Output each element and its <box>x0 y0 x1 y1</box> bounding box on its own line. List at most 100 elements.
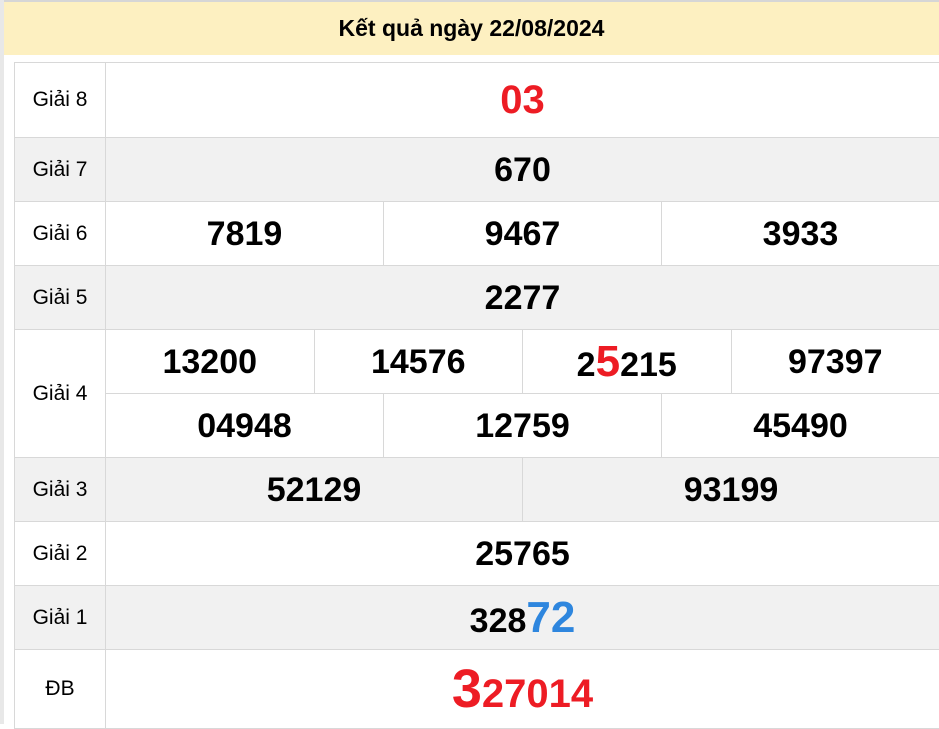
prize-digit-segment: 2 <box>577 346 596 384</box>
prize-cell: 25215 <box>522 330 731 393</box>
prize-row-giai-8: Giải 8 03 <box>15 63 939 138</box>
prize-cell: 3933 <box>661 202 939 265</box>
prize-line: 04948 12759 45490 <box>106 393 939 457</box>
prize-number: 9467 <box>485 217 561 251</box>
prize-number: 32872 <box>470 596 576 640</box>
prize-label-giai-2: Giải 2 <box>15 522 106 585</box>
prize-digit-segment: 14576 <box>371 343 466 381</box>
prize-digit-segment: 328 <box>470 602 527 640</box>
prize-line: 32872 <box>106 586 939 649</box>
prize-digit-segment: 215 <box>620 346 677 384</box>
prize-cell: 12759 <box>383 394 661 457</box>
prize-number: 3933 <box>763 217 839 251</box>
prize-digit-segment: 2277 <box>485 279 561 317</box>
prize-row-giai-3: Giải 3 52129 93199 <box>15 458 939 522</box>
prize-digit-segment: 9467 <box>485 215 561 253</box>
prize-digit-segment: 04948 <box>197 407 292 445</box>
prize-row-giai-1: Giải 1 32872 <box>15 586 939 650</box>
prize-cell: 03 <box>106 63 939 137</box>
prize-row-giai-2: Giải 2 25765 <box>15 522 939 586</box>
prize-number: 97397 <box>788 345 883 379</box>
prize-line: 52129 93199 <box>106 458 939 521</box>
prize-number: 25765 <box>475 537 570 571</box>
prize-label-giai-3: Giải 3 <box>15 458 106 521</box>
prize-line: 327014 <box>106 650 939 728</box>
prize-cell: 04948 <box>106 394 383 457</box>
prize-row-giai-4: Giải 4 13200 14576 25215 97397 04948 12759 4549… <box>15 330 939 458</box>
prize-number: 25215 <box>577 340 677 384</box>
prize-digit-segment: 25765 <box>475 535 570 573</box>
prize-digit-segment: 97397 <box>788 343 883 381</box>
prize-digit-segment: 5 <box>596 337 620 386</box>
prize-values-giai-db: 327014 <box>106 650 939 728</box>
prize-label-giai-8: Giải 8 <box>15 63 106 137</box>
page-left-margin-strip <box>0 0 4 724</box>
prize-cell: 45490 <box>661 394 939 457</box>
prize-values-giai-5: 2277 <box>106 266 939 329</box>
prize-values-giai-8: 03 <box>106 63 939 137</box>
prize-digit-segment: 45490 <box>753 407 848 445</box>
prize-number: 670 <box>494 153 551 187</box>
prize-label-giai-6: Giải 6 <box>15 202 106 265</box>
prize-number: 04948 <box>197 409 292 443</box>
prize-values-giai-2: 25765 <box>106 522 939 585</box>
prize-cell: 97397 <box>731 330 939 393</box>
prize-line: 2277 <box>106 266 939 329</box>
prize-cell: 2277 <box>106 266 939 329</box>
prize-digit-segment: 52129 <box>267 471 362 509</box>
prize-number: 03 <box>500 80 545 120</box>
prize-number: 93199 <box>684 473 779 507</box>
results-date-title: Kết quả ngày 22/08/2024 <box>339 15 605 42</box>
prize-cell: 327014 <box>106 650 939 728</box>
prize-values-giai-1: 32872 <box>106 586 939 649</box>
prize-cell: 7819 <box>106 202 383 265</box>
prize-line: 25765 <box>106 522 939 585</box>
prize-number: 13200 <box>162 345 257 379</box>
prize-number: 14576 <box>371 345 466 379</box>
prize-row-giai-5: Giải 5 2277 <box>15 266 939 330</box>
prize-number: 2277 <box>485 281 561 315</box>
prize-label-giai-db: ĐB <box>15 650 106 728</box>
prize-digit-segment: 13200 <box>162 343 257 381</box>
prize-digit-segment: 27014 <box>482 672 593 716</box>
prize-cell: 13200 <box>106 330 314 393</box>
prize-number: 52129 <box>267 473 362 507</box>
prize-digit-segment: 3 <box>452 659 482 719</box>
prize-cell: 25765 <box>106 522 939 585</box>
prize-cell: 93199 <box>522 458 939 521</box>
prize-row-giai-db: ĐB 327014 <box>15 650 939 729</box>
prize-number: 327014 <box>452 662 593 716</box>
prize-number: 12759 <box>475 409 570 443</box>
prize-number: 45490 <box>753 409 848 443</box>
prize-label-giai-5: Giải 5 <box>15 266 106 329</box>
prize-digit-segment: 93199 <box>684 471 779 509</box>
prize-digit-segment: 3933 <box>763 215 839 253</box>
prize-line: 670 <box>106 138 939 201</box>
prize-values-giai-7: 670 <box>106 138 939 201</box>
prize-label-giai-4: Giải 4 <box>15 330 106 457</box>
prize-line: 7819 9467 3933 <box>106 202 939 265</box>
prize-digit-segment: 7819 <box>207 215 283 253</box>
prize-row-giai-6: Giải 6 7819 9467 3933 <box>15 202 939 266</box>
lottery-results-page: Kết quả ngày 22/08/2024 Giải 8 03 Giải 7 67… <box>4 2 939 729</box>
prize-cell: 32872 <box>106 586 939 649</box>
prize-cell: 52129 <box>106 458 522 521</box>
prize-values-giai-4: 13200 14576 25215 97397 04948 12759 45490 <box>106 330 939 457</box>
prize-label-giai-1: Giải 1 <box>15 586 106 649</box>
prize-digit-segment: 72 <box>526 593 575 642</box>
prize-digit-segment: 12759 <box>475 407 570 445</box>
prize-cell: 9467 <box>383 202 661 265</box>
prize-number: 7819 <box>207 217 283 251</box>
prize-digit-segment: 670 <box>494 151 551 189</box>
results-header: Kết quả ngày 22/08/2024 <box>4 2 939 55</box>
prize-digit-segment: 03 <box>500 78 545 122</box>
prize-values-giai-6: 7819 9467 3933 <box>106 202 939 265</box>
prize-line: 03 <box>106 63 939 137</box>
prize-values-giai-3: 52129 93199 <box>106 458 939 521</box>
prize-cell: 670 <box>106 138 939 201</box>
prize-label-giai-7: Giải 7 <box>15 138 106 201</box>
prize-row-giai-7: Giải 7 670 <box>15 138 939 202</box>
prize-cell: 14576 <box>314 330 523 393</box>
prize-line: 13200 14576 25215 97397 <box>106 330 939 393</box>
